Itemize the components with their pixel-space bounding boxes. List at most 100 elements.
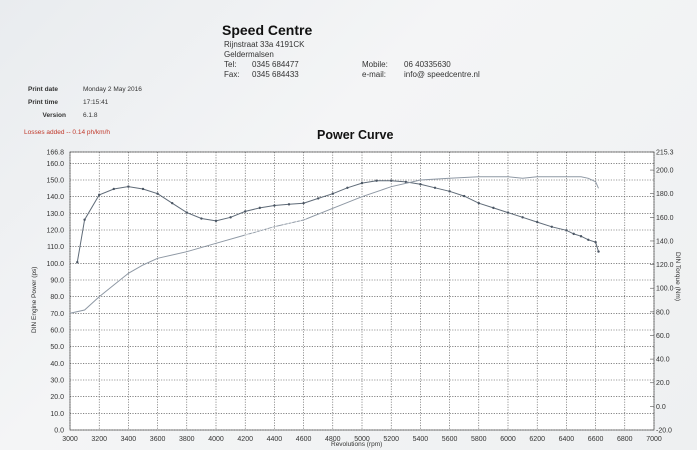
fax-row: Fax: 0345 684433: [224, 70, 305, 80]
series-line-2: [69, 176, 599, 314]
y2-axis-label: DIN Torque (Nm): [674, 252, 681, 301]
y-tick-label: 80.0: [50, 294, 64, 301]
series-point: [83, 218, 86, 221]
email-value: info@ speedcentre.nl: [404, 70, 480, 79]
losses-note: Losses added -- 0.14 ph/km/h: [24, 129, 110, 136]
email-row: e-mail: info@ speedcentre.nl: [362, 70, 480, 80]
x-tick-label: 5400: [413, 436, 429, 443]
x-tick-label: 3200: [91, 436, 107, 443]
x-tick-label: 3000: [62, 436, 78, 443]
series-point: [185, 211, 188, 214]
y-tick-label: 90.0: [50, 278, 64, 285]
x-tick-label: 5000: [354, 436, 370, 443]
series-point: [360, 181, 364, 185]
y-tick-label: 30.0: [50, 378, 64, 385]
tel-label: Tel:: [224, 60, 237, 69]
address-line-2: Geldermalsen: [224, 50, 274, 59]
print-time-value: 17:15:41: [83, 99, 109, 106]
x-tick-label: 6800: [617, 436, 633, 443]
y-tick-label: 166.8: [46, 150, 64, 157]
x-tick-label: 3400: [121, 436, 137, 443]
x-axis-label: Revolutions (rpm): [331, 441, 382, 448]
series-point: [536, 220, 539, 224]
series-point: [419, 183, 422, 186]
x-tick-label: 5800: [471, 436, 487, 443]
print-date-label: Print date: [28, 86, 58, 93]
print-time-row: Print time 17:15:41: [28, 99, 108, 106]
print-date-row: Print date Monday 2 May 2016: [28, 86, 142, 93]
y-tick-label: 40.0: [50, 361, 64, 368]
x-tick-label: 5600: [442, 436, 458, 443]
series-point: [597, 250, 600, 253]
x-tick-label: 3800: [179, 436, 195, 443]
version-row: Version 6.1.8: [28, 112, 98, 119]
y-tick-label: 100.0: [46, 261, 64, 268]
series-point: [302, 201, 305, 205]
address-block: Rijnstraat 33a 4191CK Geldermalsen Tel: 0…: [224, 40, 305, 80]
series-point: [579, 235, 583, 238]
version-value: 6.1.8: [83, 112, 98, 119]
y2-tick-label: 200.0: [656, 168, 674, 175]
series-point: [273, 204, 276, 207]
y2-tick-label: 40.0: [656, 357, 670, 364]
series-point: [258, 206, 261, 210]
mobile-row: Mobile: 06 40335630: [362, 60, 480, 70]
series-point: [76, 261, 79, 264]
y2-tick-label: 100.0: [656, 286, 674, 293]
y2-tick-label: 0.0: [656, 404, 666, 411]
series-point: [572, 232, 575, 236]
address-line-1: Rijnstraat 33a 4191CK: [224, 40, 305, 49]
series-point: [390, 179, 393, 182]
print-date-value: Monday 2 May 2016: [83, 86, 142, 93]
series-point: [317, 197, 320, 200]
y-tick-label: 150.0: [46, 178, 64, 185]
series-point: [463, 194, 466, 198]
y-axis-label: DIN Engine Power (ps): [31, 267, 38, 333]
y-tick-label: 50.0: [50, 344, 64, 351]
series-point: [156, 192, 159, 195]
series-point: [550, 225, 553, 228]
series-point: [229, 216, 232, 219]
series-point: [448, 190, 451, 193]
fax-label: Fax:: [224, 70, 240, 79]
x-tick-label: 3600: [150, 436, 166, 443]
fax-value: 0345 684433: [252, 70, 299, 79]
series-point: [594, 240, 597, 244]
series-point: [404, 180, 407, 184]
chart-series: [69, 176, 600, 314]
chart-grid: [69, 151, 655, 431]
x-tick-label: 4800: [325, 436, 341, 443]
tel-value: 0345 684477: [252, 60, 299, 69]
x-tick-label: 6400: [559, 436, 575, 443]
y-tick-label: 70.0: [50, 311, 64, 318]
y-tick-label: 60.0: [50, 328, 64, 335]
x-tick-label: 4400: [267, 436, 283, 443]
series-line-1: [76, 180, 599, 263]
y2-tick-label: 180.0: [656, 191, 674, 198]
y-tick-label: 160.0: [46, 161, 64, 168]
y2-tick-label: 60.0: [656, 333, 670, 340]
series-point: [506, 211, 510, 214]
y-tick-label: 120.0: [46, 228, 64, 235]
x-tick-label: 6000: [500, 436, 516, 443]
x-tick-label: 5200: [383, 436, 399, 443]
y2-tick-label: 20.0: [656, 380, 670, 387]
y2-tick-label: -20.0: [656, 428, 672, 435]
series-point: [287, 203, 291, 206]
chart-title: Power Curve: [317, 128, 394, 142]
y2-tick-label: 215.3: [656, 150, 674, 157]
y-tick-label: 0.0: [54, 428, 64, 435]
email-label: e-mail:: [362, 70, 387, 79]
series-point: [127, 185, 130, 188]
x-axis-ticks: 3000 3200 3400 3600 3800 4000 4200 4400 4600 4800…: [62, 436, 662, 443]
series-point: [331, 192, 334, 195]
y-tick-label: 130.0: [46, 211, 64, 218]
y2-tick-label: 160.0: [656, 215, 674, 222]
y2-tick-label: 80.0: [656, 309, 670, 316]
series-point: [433, 186, 437, 189]
mobile-label: Mobile:: [362, 60, 388, 69]
series-point: [346, 186, 349, 189]
series-point: [98, 193, 101, 197]
y-tick-label: 140.0: [46, 194, 64, 201]
